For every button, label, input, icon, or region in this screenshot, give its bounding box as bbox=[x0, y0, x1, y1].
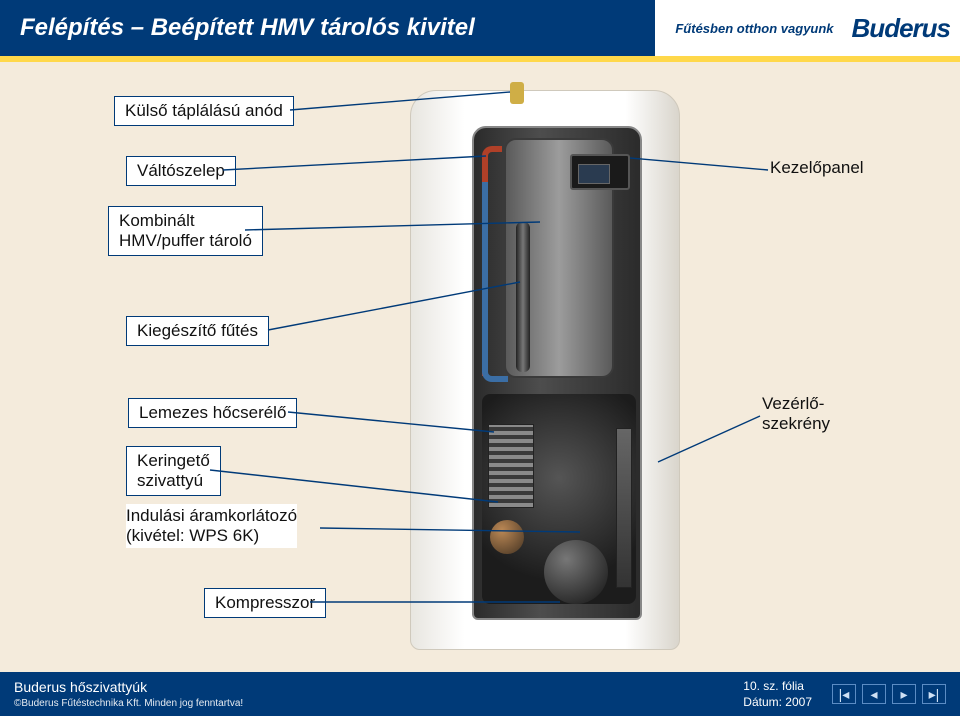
label-valve: Váltószelep bbox=[126, 156, 236, 186]
footer-date: Dátum: 2007 bbox=[743, 694, 812, 710]
heatpump-device bbox=[410, 90, 680, 650]
circ-pump-icon bbox=[490, 520, 524, 554]
label-anode: Külső táplálású anód bbox=[114, 96, 294, 126]
label-pump: Keringető szivattyú bbox=[126, 446, 221, 496]
footer-left: Buderus hőszivattyúk ©Buderus Fűtéstechn… bbox=[14, 678, 743, 710]
nav-next-button[interactable]: ▸ bbox=[892, 684, 916, 704]
brand-block: Fűtésben otthon vagyunk Buderus bbox=[654, 0, 960, 56]
footer-slide-no: 10. sz. fólia bbox=[743, 678, 812, 694]
nav-prev-button[interactable]: ◂ bbox=[862, 684, 886, 704]
footer-copyright: ©Buderus Fűtéstechnika Kft. Minden jog f… bbox=[14, 697, 743, 711]
control-panel-icon bbox=[570, 154, 630, 190]
footer-nav: |◂ ◂ ▸ ▸| bbox=[832, 684, 946, 704]
label-cabinet: Vezérlő- szekrény bbox=[762, 392, 830, 436]
device-cutaway bbox=[472, 126, 642, 620]
nav-first-button[interactable]: |◂ bbox=[832, 684, 856, 704]
footer-title: Buderus hőszivattyúk bbox=[14, 678, 743, 697]
slide-header: Felépítés – Beépített HMV tárolós kivite… bbox=[0, 0, 960, 56]
slide-title: Felépítés – Beépített HMV tárolós kivite… bbox=[0, 14, 654, 42]
diagram-canvas: Külső táplálású anód Váltószelep Kombiná… bbox=[0, 62, 960, 672]
label-tank: Kombinált HMV/puffer tároló bbox=[108, 206, 263, 256]
brand-tagline: Fűtésben otthon vagyunk bbox=[675, 21, 833, 36]
label-aux-heat: Kiegészítő fűtés bbox=[126, 316, 269, 346]
aux-heater-icon bbox=[516, 222, 530, 372]
brand-logo: Buderus bbox=[852, 13, 950, 44]
label-hx: Lemezes hőcserélő bbox=[128, 398, 297, 428]
nav-last-button[interactable]: ▸| bbox=[922, 684, 946, 704]
label-compressor: Kompresszor bbox=[204, 588, 326, 618]
compressor-icon bbox=[544, 540, 608, 604]
plate-hx-icon bbox=[488, 424, 534, 508]
control-cabinet-icon bbox=[616, 428, 632, 588]
label-panel: Kezelőpanel bbox=[770, 156, 864, 180]
label-softstart: Indulási áramkorlátozó (kivétel: WPS 6K) bbox=[126, 504, 297, 548]
slide-footer: Buderus hőszivattyúk ©Buderus Fűtéstechn… bbox=[0, 672, 960, 716]
anode-cap-icon bbox=[510, 82, 524, 104]
footer-meta: 10. sz. fólia Dátum: 2007 bbox=[743, 678, 812, 710]
